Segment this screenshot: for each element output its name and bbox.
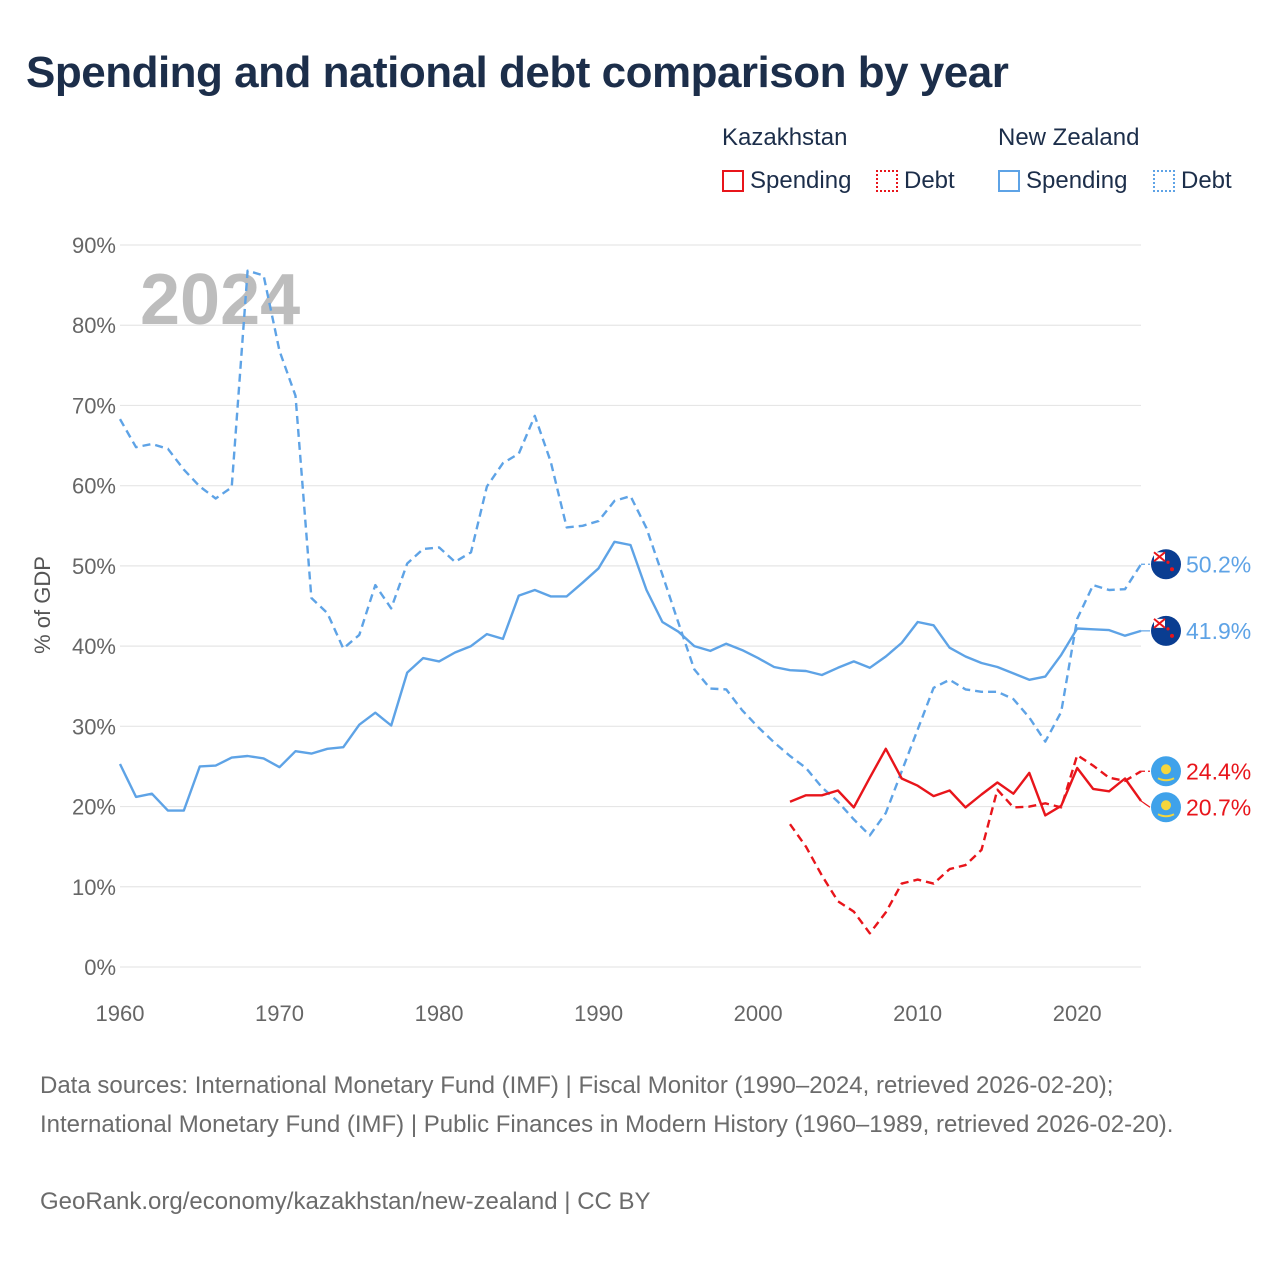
data-sources: Data sources: International Monetary Fun… xyxy=(40,1072,1174,1138)
series-line-new-zealand-spending xyxy=(118,540,1142,812)
y-tick-label: 90% xyxy=(72,233,116,258)
y-tick-label: 10% xyxy=(72,875,116,900)
x-tick-label: 2020 xyxy=(1053,1001,1102,1026)
legend-title-new-zealand: New Zealand xyxy=(998,124,1140,151)
flag-cross xyxy=(1153,551,1166,563)
end-value-label: 50.2% xyxy=(1186,551,1251,577)
legend-swatch-new-zealand-debt xyxy=(1153,170,1175,192)
grid-lines xyxy=(120,244,1141,968)
legend-label: Spending xyxy=(1026,167,1128,194)
legend-item-new-zealand-spending[interactable]: Spending xyxy=(998,167,1127,195)
y-tick-label: 30% xyxy=(72,714,116,739)
flag-cross xyxy=(1153,618,1166,629)
year-overlay: 2024 xyxy=(140,260,300,340)
y-tick-label: 60% xyxy=(72,474,116,499)
legend-label: Debt xyxy=(904,167,955,194)
attribution-link[interactable]: GeoRank.org/economy/kazakhstan/new-zeala… xyxy=(40,1188,651,1215)
x-tick-label: 2010 xyxy=(893,1001,942,1026)
x-tick-label: 2000 xyxy=(734,1001,783,1026)
series-line-new-zealand-debt xyxy=(118,269,1143,837)
y-tick-label: 80% xyxy=(72,313,116,338)
series-line-kazakhstan-spending xyxy=(789,747,1142,817)
flag-sun xyxy=(1161,764,1171,775)
end-value-label: 20.7% xyxy=(1186,794,1251,820)
legend-item-new-zealand-debt[interactable]: Debt xyxy=(1153,167,1232,195)
y-axis-label: % of GDP xyxy=(30,556,55,654)
legend-item-kazakhstan-debt[interactable]: Debt xyxy=(876,167,955,195)
x-tick-label: 1970 xyxy=(255,1001,304,1026)
flag-eagle xyxy=(1157,777,1175,782)
flag-star xyxy=(1166,560,1170,564)
x-tick-label: 1960 xyxy=(96,1001,145,1026)
end-markers: 50.2% 41.9% 24.4% 20.7% xyxy=(1140,549,1251,823)
x-axis: 1960 1970 1980 1990 2000 2010 2020 xyxy=(96,1001,1102,1026)
flag-star xyxy=(1170,633,1174,638)
line-chart: 2024 0%10%20%30%40%50%60%70%80%90% 1960 1… xyxy=(30,233,1251,1026)
x-tick-label: 1980 xyxy=(415,1001,464,1026)
legend-label: Debt xyxy=(1181,167,1232,194)
series-line-kazakhstan-debt xyxy=(789,754,1142,935)
flag-sun xyxy=(1161,800,1171,811)
y-tick-label: 20% xyxy=(72,795,116,820)
y-tick-label: 0% xyxy=(84,955,116,980)
flag-eagle xyxy=(1157,813,1175,818)
y-tick-label: 70% xyxy=(72,393,116,418)
marker-connector xyxy=(1140,800,1151,808)
legend-label: Spending xyxy=(750,167,852,194)
y-tick-label: 50% xyxy=(72,554,116,579)
legend-title-kazakhstan: Kazakhstan xyxy=(722,124,848,151)
end-value-label: 24.4% xyxy=(1186,758,1251,784)
legend-swatch-kazakhstan-spending xyxy=(722,170,744,192)
flag-star xyxy=(1170,567,1174,572)
flag-star xyxy=(1166,627,1170,631)
legend-swatch-new-zealand-spending xyxy=(998,170,1020,192)
end-value-label: 41.9% xyxy=(1186,618,1251,644)
chart-title: Spending and national debt comparison by… xyxy=(26,48,1009,97)
y-axis: 0% 10% 20% 30% 40% 50% 60% 70% 80% 90% xyxy=(72,233,116,980)
legend-item-kazakhstan-spending[interactable]: Spending xyxy=(722,167,851,195)
legend-swatch-kazakhstan-debt xyxy=(876,170,898,192)
x-tick-label: 1990 xyxy=(574,1001,623,1026)
series-lines xyxy=(118,269,1143,935)
y-tick-label: 40% xyxy=(72,634,116,659)
